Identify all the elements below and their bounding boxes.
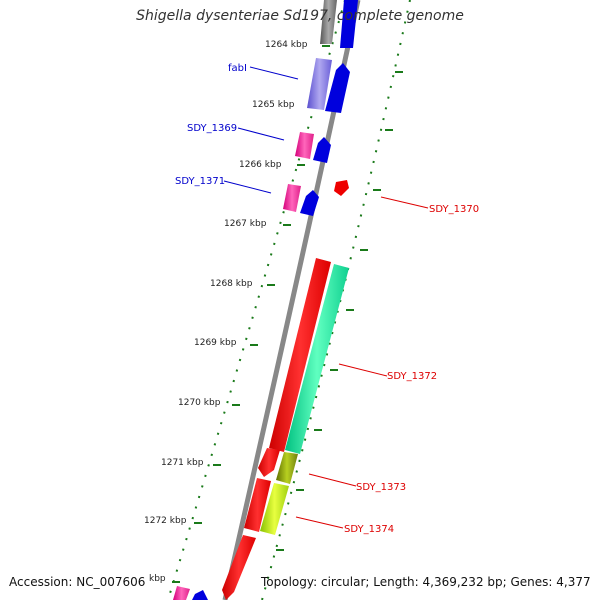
leader-SDY_1372 xyxy=(338,363,388,377)
kbp-label-1270: 1270 kbp xyxy=(178,398,221,408)
gene-block-bottom-magenta[interactable] xyxy=(173,586,190,600)
gene-arrow-SDY_1370[interactable] xyxy=(334,180,349,196)
kbp-label-1265: 1265 kbp xyxy=(252,100,295,110)
kbp-label-1266: 1266 kbp xyxy=(239,160,282,170)
gene-arrow-fabI[interactable] xyxy=(325,63,350,113)
gene-arrow-bottom-blue[interactable] xyxy=(192,590,208,600)
gene-arrow-SDY_1369[interactable] xyxy=(313,137,331,163)
accession-text: Accession: NC_007606 xyxy=(9,575,146,589)
gene-block-SDY_1374-red[interactable] xyxy=(244,478,271,532)
gene-block-SDY_1372-teal[interactable] xyxy=(285,264,349,454)
gene-block-SDY_1369[interactable] xyxy=(295,132,314,159)
gene-block-top-gray[interactable] xyxy=(320,0,337,44)
genome-summary-text: Topology: circular; Length: 4,369,232 bp… xyxy=(261,575,591,589)
gene-label-SDY_1370[interactable]: SDY_1370 xyxy=(429,204,479,215)
gene-block-SDY_1371[interactable] xyxy=(283,184,301,212)
gene-label-SDY_1371[interactable]: SDY_1371 xyxy=(175,176,225,187)
gene-arrow-SDY_1373-red[interactable] xyxy=(258,448,280,477)
gene-block-fabI[interactable] xyxy=(307,58,332,110)
gene-block-SDY_1373-olive[interactable] xyxy=(276,452,298,484)
leader-SDY_1374 xyxy=(295,516,344,529)
gene-label-SDY_1374[interactable]: SDY_1374 xyxy=(344,524,394,535)
kbp-label-1267: 1267 kbp xyxy=(224,219,267,229)
leader-SDY_1371 xyxy=(223,180,272,194)
kbp-label-1271: 1271 kbp xyxy=(161,458,204,468)
gene-arrow-SDY_1371[interactable] xyxy=(300,190,319,216)
kbp-label-1269: 1269 kbp xyxy=(194,338,237,348)
map-title: Shigella dysenteriae Sd197, complete gen… xyxy=(136,8,464,24)
kbp-label-1268: 1268 kbp xyxy=(210,279,253,289)
gene-arrow-bottom-red[interactable] xyxy=(222,535,256,600)
leader-SDY_1373 xyxy=(308,473,357,487)
gene-arrow-top-blue[interactable] xyxy=(340,0,358,48)
leader-SDY_1369 xyxy=(237,127,285,141)
gene-label-SDY_1373[interactable]: SDY_1373 xyxy=(356,482,406,493)
major-ticks xyxy=(172,45,403,583)
kbp-label-1272: 1272 kbp xyxy=(144,516,187,526)
gene-label-fabI[interactable]: fabI xyxy=(228,63,247,74)
leader-fabI xyxy=(249,66,299,80)
kbp-label-1264: 1264 kbp xyxy=(265,40,308,50)
kbp-label-partial: kbp xyxy=(149,574,166,584)
gene-label-SDY_1369[interactable]: SDY_1369 xyxy=(187,123,237,134)
leader-SDY_1370 xyxy=(380,196,429,209)
gene-block-SDY_1372-red[interactable] xyxy=(269,258,331,452)
gene-block-SDY_1374-lime[interactable] xyxy=(260,483,289,535)
kbp-labels: 1264 kbp 1265 kbp 1266 kbp 1267 kbp 1268… xyxy=(144,40,308,584)
gene-label-SDY_1372[interactable]: SDY_1372 xyxy=(387,371,437,382)
